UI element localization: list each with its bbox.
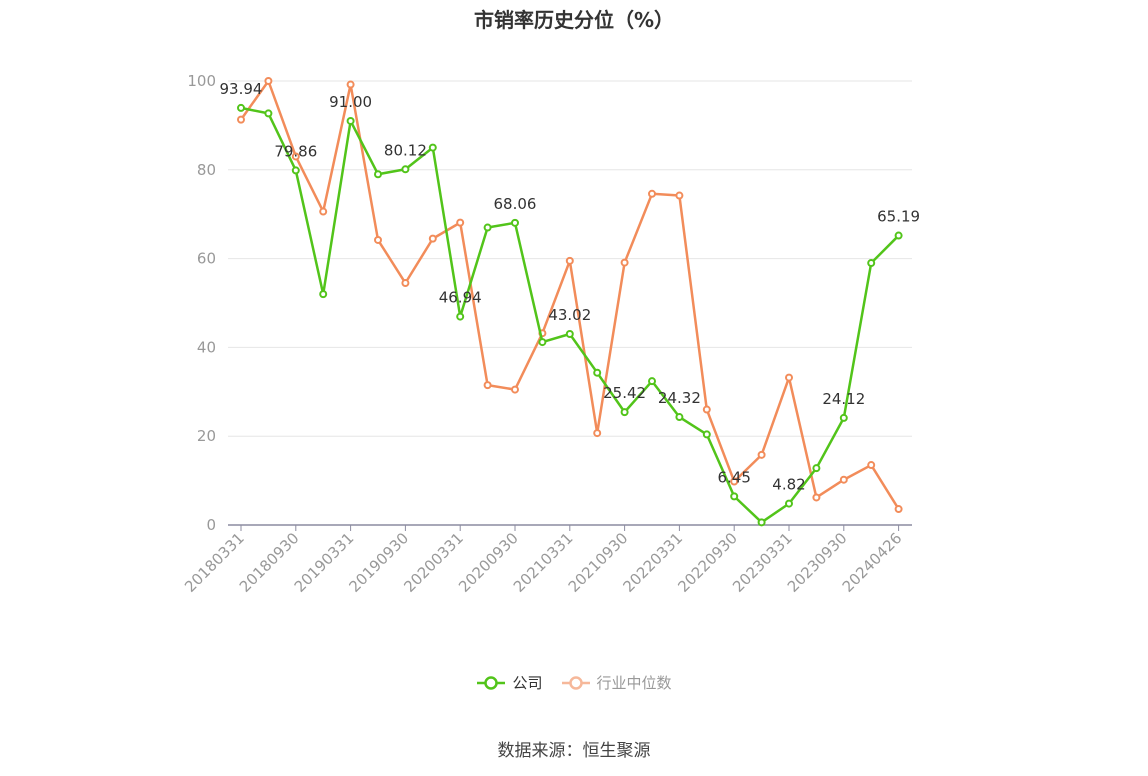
data-label: 93.94 xyxy=(220,80,263,98)
data-point-company xyxy=(702,430,711,439)
data-point-company xyxy=(593,368,602,377)
data-point-company xyxy=(346,116,355,125)
data-point-company xyxy=(867,259,876,268)
x-tick-label: 20240426 xyxy=(839,529,906,596)
y-tick-label: 80 xyxy=(197,161,216,179)
data-point-company xyxy=(401,165,410,174)
data-label: 65.19 xyxy=(877,208,920,226)
legend-label-industry: 行业中位数 xyxy=(596,674,672,692)
data-point-company xyxy=(291,166,300,175)
data-point-company xyxy=(264,109,273,118)
data-point-company xyxy=(483,223,492,232)
data-label: 68.06 xyxy=(494,195,537,213)
chart-title: 市销率历史分位（%） xyxy=(473,8,675,32)
y-tick-label: 40 xyxy=(197,338,216,356)
data-label: 46.94 xyxy=(439,289,482,307)
data-point-industry xyxy=(237,115,245,124)
data-label: 79.86 xyxy=(274,142,317,160)
data-point-industry xyxy=(291,152,300,161)
data-point-company xyxy=(374,170,382,179)
legend-item-industry[interactable]: 行业中位数 xyxy=(561,672,672,693)
data-point-industry xyxy=(346,80,355,89)
data-point-industry xyxy=(757,450,766,459)
data-label: 80.12 xyxy=(384,141,427,159)
data-point-industry xyxy=(483,381,492,390)
data-point-industry xyxy=(867,461,876,470)
y-tick-label: 20 xyxy=(197,427,216,445)
y-tick-label: 100 xyxy=(187,72,216,90)
data-point-industry xyxy=(428,234,437,243)
data-label: 4.82 xyxy=(772,476,805,494)
data-point-industry xyxy=(702,405,711,414)
data-point-industry xyxy=(456,218,465,227)
data-label: 6.45 xyxy=(717,468,750,486)
data-point-industry xyxy=(593,429,602,438)
data-label: 25.42 xyxy=(603,384,646,402)
legend-label-company: 公司 xyxy=(512,674,543,692)
data-point-industry xyxy=(565,256,574,265)
legend-marker-industry xyxy=(561,675,590,690)
data-point-company xyxy=(565,329,574,338)
data-point-industry xyxy=(785,373,793,382)
data-point-company xyxy=(620,408,629,417)
data-point-industry xyxy=(511,385,519,394)
data-point-industry xyxy=(620,258,629,267)
data-point-company xyxy=(675,413,684,422)
data-source-note: 数据来源：恒生聚源 xyxy=(497,741,651,761)
y-tick-label: 0 xyxy=(206,516,216,534)
data-point-company xyxy=(538,338,547,347)
data-point-industry xyxy=(730,477,739,486)
data-point-company xyxy=(648,377,656,386)
data-point-industry xyxy=(374,235,382,244)
legend-item-company[interactable]: 公司 xyxy=(476,672,543,693)
data-point-industry xyxy=(894,505,903,514)
data-point-company xyxy=(511,218,519,227)
data-point-industry xyxy=(675,191,684,200)
data-point-industry xyxy=(401,279,410,288)
data-label: 24.12 xyxy=(822,390,865,408)
data-label: 91.00 xyxy=(329,93,372,111)
data-label: 43.02 xyxy=(548,306,591,324)
data-point-company xyxy=(319,290,328,299)
data-point-company xyxy=(428,143,437,152)
data-point-industry xyxy=(319,207,328,216)
data-point-company xyxy=(894,231,903,240)
chart-legend: 公司 行业中位数 xyxy=(0,672,1148,693)
data-point-company xyxy=(785,499,793,508)
data-label: 24.32 xyxy=(658,389,701,407)
data-point-company xyxy=(237,103,245,112)
data-point-industry xyxy=(264,77,273,85)
data-point-company xyxy=(456,312,465,321)
data-point-company xyxy=(812,464,821,473)
legend-marker-company xyxy=(477,675,506,690)
series-line-industry xyxy=(239,79,900,510)
data-point-industry xyxy=(839,475,848,484)
y-tick-label: 60 xyxy=(197,250,216,268)
data-point-company xyxy=(839,413,848,422)
data-point-industry xyxy=(648,189,656,198)
data-point-company xyxy=(730,492,739,501)
data-point-company xyxy=(757,518,766,527)
data-point-industry xyxy=(812,493,821,502)
